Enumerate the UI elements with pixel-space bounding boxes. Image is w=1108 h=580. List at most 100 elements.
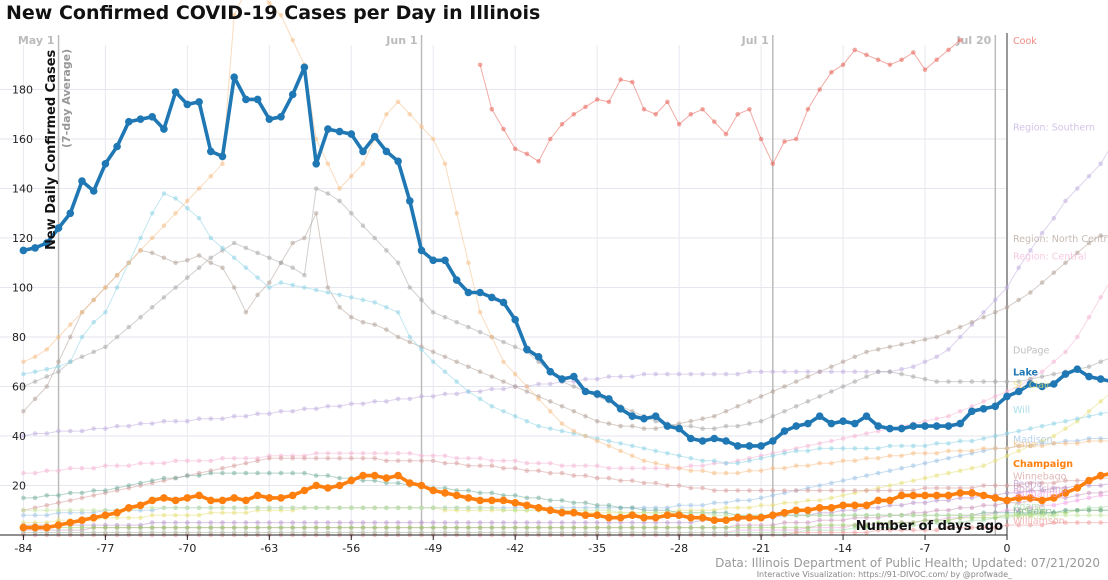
series-point xyxy=(793,500,799,506)
series-point xyxy=(1063,512,1068,518)
series-point xyxy=(805,520,811,525)
series-point xyxy=(313,211,319,216)
series-point xyxy=(911,443,916,449)
series-point xyxy=(630,520,635,525)
series-point xyxy=(934,458,939,464)
month-marker-label: Jul 1 xyxy=(741,34,769,47)
series-point xyxy=(466,364,471,370)
series-point xyxy=(758,369,764,375)
series-point xyxy=(653,112,658,117)
series-point xyxy=(452,491,461,500)
series-point xyxy=(782,451,787,456)
series-point xyxy=(581,511,590,519)
series-point xyxy=(852,354,858,360)
series-point xyxy=(793,369,799,375)
series-point xyxy=(969,485,975,491)
series-point xyxy=(606,421,612,426)
series-point xyxy=(407,451,413,456)
series-point xyxy=(887,483,893,488)
series-point xyxy=(934,354,939,360)
series-point xyxy=(594,475,600,481)
series-point xyxy=(817,460,822,466)
series-point xyxy=(700,416,705,422)
series-point xyxy=(220,245,225,251)
series-point xyxy=(605,513,613,522)
series-point xyxy=(1098,520,1103,525)
series-point xyxy=(1063,260,1068,266)
series-point xyxy=(793,520,799,525)
series-point xyxy=(735,488,740,493)
series-point xyxy=(149,421,155,426)
series-point xyxy=(501,465,506,471)
series-point xyxy=(384,480,389,486)
series-end-label: Sangamon xyxy=(1013,489,1064,500)
series-point xyxy=(957,505,963,511)
series-point xyxy=(337,186,342,191)
series-point xyxy=(899,465,904,471)
series-point xyxy=(66,209,75,218)
series-point xyxy=(932,491,941,500)
series-point xyxy=(442,485,448,491)
y-tick-label: 80 xyxy=(12,331,26,344)
series-point xyxy=(149,250,155,256)
series-point xyxy=(536,423,541,429)
series-point xyxy=(173,475,178,481)
series-point xyxy=(875,505,881,511)
series-point xyxy=(407,505,413,511)
series-point xyxy=(676,453,682,459)
series-point xyxy=(220,520,225,525)
series-point xyxy=(934,416,939,422)
series-point xyxy=(1028,488,1033,493)
series-point xyxy=(1086,495,1092,501)
series-point xyxy=(559,520,565,525)
series-line xyxy=(23,284,1108,474)
series-point xyxy=(618,77,623,82)
series-point xyxy=(407,525,413,530)
series-point xyxy=(594,503,600,508)
series-point xyxy=(792,506,800,515)
series-point xyxy=(349,456,354,461)
series-point xyxy=(466,463,471,469)
series-point xyxy=(817,522,822,528)
series-point xyxy=(630,465,635,471)
series-point xyxy=(618,374,623,379)
series-point xyxy=(829,446,834,451)
series-point xyxy=(372,478,378,483)
series-point xyxy=(290,37,296,43)
series-point xyxy=(230,73,238,81)
visualization-credit[interactable]: Interactive Visualization: https://91-DI… xyxy=(756,570,1012,579)
series-point xyxy=(793,379,799,384)
series-point xyxy=(173,525,178,530)
series-point xyxy=(653,448,658,454)
series-point xyxy=(384,112,389,117)
series-point xyxy=(161,520,167,525)
series-point xyxy=(21,384,26,389)
series-point xyxy=(161,512,167,518)
series-point xyxy=(243,520,249,525)
series-point xyxy=(79,508,85,513)
x-tick-label: -77 xyxy=(96,542,114,555)
series-point xyxy=(349,173,354,179)
series-point xyxy=(559,463,565,469)
series-point xyxy=(793,463,799,469)
series-point xyxy=(149,525,155,530)
series-point xyxy=(231,470,237,476)
series-point xyxy=(302,520,307,525)
series-point xyxy=(829,495,834,501)
series-point xyxy=(723,423,729,429)
series-point xyxy=(583,473,588,478)
series-point xyxy=(126,525,132,530)
series-line xyxy=(23,212,1108,430)
series-point xyxy=(641,446,647,451)
series-point xyxy=(21,371,26,377)
series-point xyxy=(957,468,963,474)
series-point xyxy=(79,354,85,360)
series-point xyxy=(173,196,178,201)
series-point xyxy=(805,463,811,469)
series-point xyxy=(21,470,26,476)
series-point xyxy=(747,525,752,530)
series-point xyxy=(267,411,272,417)
series-point xyxy=(641,458,647,464)
series-point xyxy=(852,369,858,375)
series-point xyxy=(852,433,858,439)
